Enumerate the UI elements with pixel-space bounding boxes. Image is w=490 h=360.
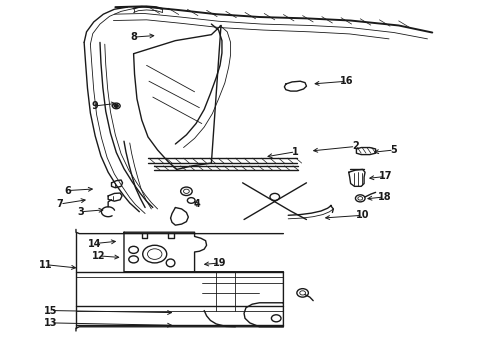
Text: 12: 12 <box>92 251 105 261</box>
Text: 2: 2 <box>352 141 359 152</box>
Text: 3: 3 <box>77 207 84 217</box>
Text: 9: 9 <box>92 101 98 111</box>
Text: 14: 14 <box>88 239 102 248</box>
Circle shape <box>114 104 118 107</box>
Text: 10: 10 <box>356 210 369 220</box>
Text: 8: 8 <box>130 32 137 42</box>
Text: 11: 11 <box>39 260 52 270</box>
Text: 7: 7 <box>57 199 64 209</box>
Text: 13: 13 <box>44 318 57 328</box>
Text: 1: 1 <box>292 147 299 157</box>
Text: 15: 15 <box>44 306 57 315</box>
Text: 17: 17 <box>378 171 392 181</box>
Text: 5: 5 <box>391 145 397 155</box>
Text: 6: 6 <box>64 186 71 195</box>
Text: 19: 19 <box>213 258 227 268</box>
Text: 18: 18 <box>377 192 391 202</box>
Text: 4: 4 <box>194 199 200 209</box>
Text: 16: 16 <box>340 76 354 86</box>
